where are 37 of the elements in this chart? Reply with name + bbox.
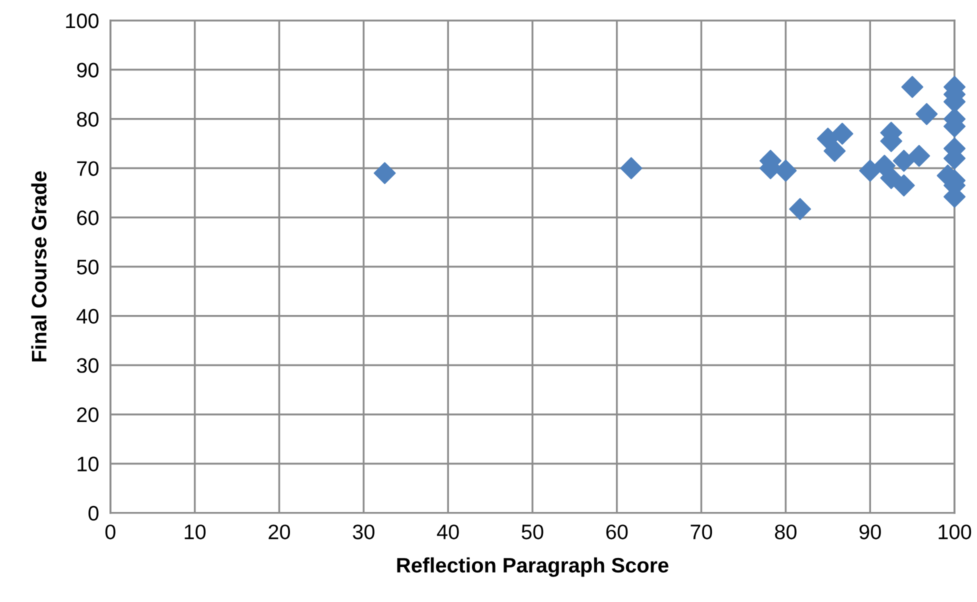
x-tick-label: 40 [436, 524, 459, 540]
x-tick-label: 60 [606, 524, 628, 540]
point [774, 160, 797, 182]
x-tick-label: 90 [860, 524, 881, 540]
x-tick-label: 80 [775, 524, 796, 540]
y-tick-label: 30 [76, 358, 98, 373]
y-tick-label: 50 [76, 260, 98, 274]
x-axis-title: Reflection Paragraph Score [397, 557, 668, 577]
point [908, 144, 930, 167]
x-tick-label: 20 [268, 524, 290, 540]
point [831, 122, 854, 145]
y-tick-label: 80 [77, 112, 98, 127]
y-tick-label: 100 [66, 13, 98, 28]
y-tick-label: 60 [77, 210, 98, 226]
x-tick-label: 10 [184, 524, 206, 540]
y-tick-label: 10 [78, 456, 98, 472]
x-tick-label: 50 [522, 524, 544, 540]
x-tick-label: 0 [105, 524, 116, 540]
y-tick-label: 0 [88, 506, 98, 521]
point [916, 103, 938, 126]
x-tick-label: 100 [938, 524, 972, 540]
y-tick-label: 70 [77, 161, 98, 176]
point [880, 167, 902, 190]
y-axis-title: Final Course Grade [31, 171, 47, 362]
x-tick-label: 70 [690, 524, 712, 540]
point [620, 157, 642, 180]
point [901, 76, 924, 98]
y-tick-label: 90 [77, 62, 98, 78]
x-tick-label: 30 [352, 524, 374, 540]
point [374, 162, 396, 184]
point [824, 140, 846, 162]
y-tick-label: 40 [76, 308, 98, 324]
point [892, 174, 915, 196]
y-tick-label: 20 [77, 407, 98, 422]
point [892, 150, 915, 172]
point [859, 160, 882, 182]
point [789, 198, 812, 220]
